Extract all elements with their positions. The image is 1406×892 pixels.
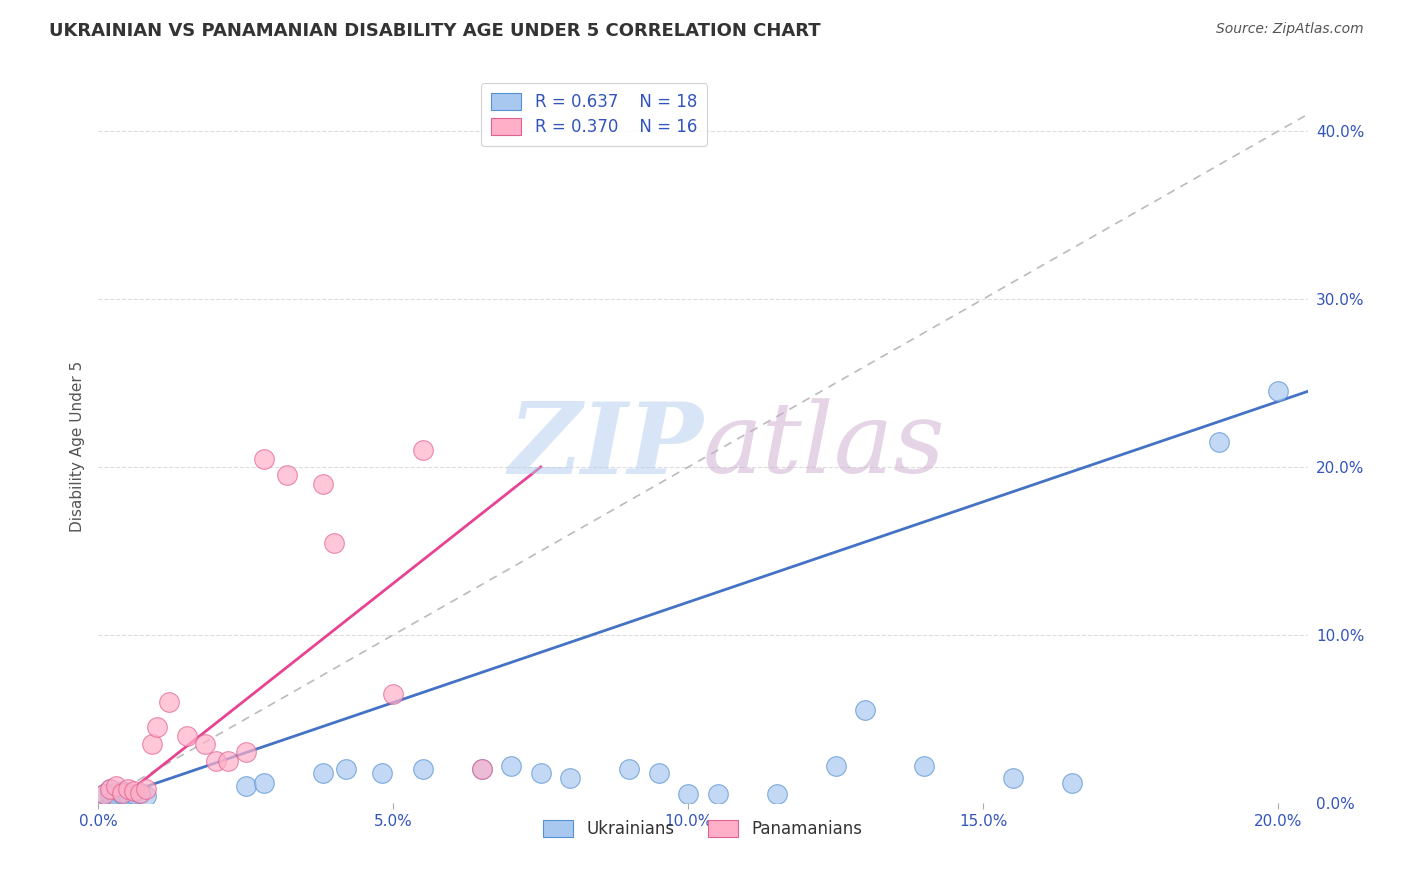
Point [128, 786, 150, 800]
Point [912, 759, 935, 773]
Point [235, 746, 257, 760]
Point [93, 788, 115, 802]
Point [117, 782, 139, 797]
Point [560, 771, 582, 785]
Point [157, 695, 180, 709]
Point [111, 788, 134, 802]
Point [122, 784, 145, 798]
Point [235, 779, 257, 793]
Point [1267, 384, 1289, 399]
Point [105, 789, 128, 803]
Point [105, 786, 128, 800]
Point [1208, 434, 1230, 449]
Text: ZIP: ZIP [508, 398, 703, 494]
Point [135, 789, 157, 803]
Point [323, 535, 346, 549]
Point [335, 762, 357, 776]
Point [105, 779, 128, 793]
Point [678, 788, 700, 802]
Point [252, 775, 274, 789]
Point [1060, 775, 1083, 789]
Text: atlas: atlas [703, 399, 946, 493]
Point [141, 737, 163, 751]
Point [501, 759, 523, 773]
Point [853, 703, 876, 717]
Point [824, 759, 846, 773]
Point [252, 451, 274, 466]
Point [1001, 771, 1024, 785]
Point [471, 762, 494, 776]
Point [194, 737, 217, 751]
Point [765, 788, 787, 802]
Point [382, 687, 405, 701]
Point [706, 788, 728, 802]
Point [135, 782, 157, 797]
Text: UKRAINIAN VS PANAMANIAN DISABILITY AGE UNDER 5 CORRELATION CHART: UKRAINIAN VS PANAMANIAN DISABILITY AGE U… [49, 22, 821, 40]
Legend: Ukrainians, Panamanians: Ukrainians, Panamanians [537, 813, 869, 845]
Text: Source: ZipAtlas.com: Source: ZipAtlas.com [1216, 22, 1364, 37]
Point [471, 762, 494, 776]
Point [412, 762, 434, 776]
Point [111, 784, 134, 798]
Point [98, 788, 121, 802]
Point [98, 782, 121, 797]
Point [370, 765, 392, 780]
Point [648, 765, 671, 780]
Point [146, 720, 169, 734]
Point [412, 443, 434, 458]
Point [217, 754, 239, 768]
Point [311, 765, 333, 780]
Point [619, 762, 641, 776]
Y-axis label: Disability Age Under 5: Disability Age Under 5 [69, 360, 84, 532]
Point [98, 782, 121, 797]
Point [205, 754, 228, 768]
Point [93, 788, 115, 802]
Point [176, 729, 198, 743]
Point [122, 788, 145, 802]
Point [117, 789, 139, 803]
Point [117, 786, 139, 800]
Point [111, 786, 134, 800]
Point [311, 476, 333, 491]
Point [530, 765, 553, 780]
Point [128, 786, 150, 800]
Point [276, 468, 298, 483]
